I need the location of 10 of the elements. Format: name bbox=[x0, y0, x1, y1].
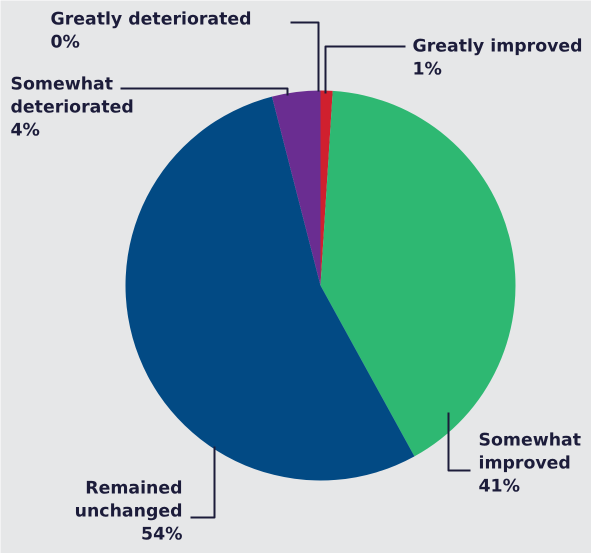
slice-label: Somewhat improved bbox=[478, 430, 582, 474]
slice-label: Somewhat deteriorated bbox=[10, 74, 134, 118]
slice-label: Remained unchanged bbox=[74, 478, 183, 522]
category-label: Greatly deteriorated bbox=[50, 10, 252, 30]
text: 0% bbox=[50, 32, 80, 52]
data-label: 4% bbox=[10, 120, 40, 140]
data-label: 41% bbox=[478, 476, 520, 496]
data-label: 54% bbox=[141, 524, 183, 544]
data-label: 1% bbox=[412, 60, 442, 80]
slice-label: Greatly improved bbox=[412, 36, 583, 56]
